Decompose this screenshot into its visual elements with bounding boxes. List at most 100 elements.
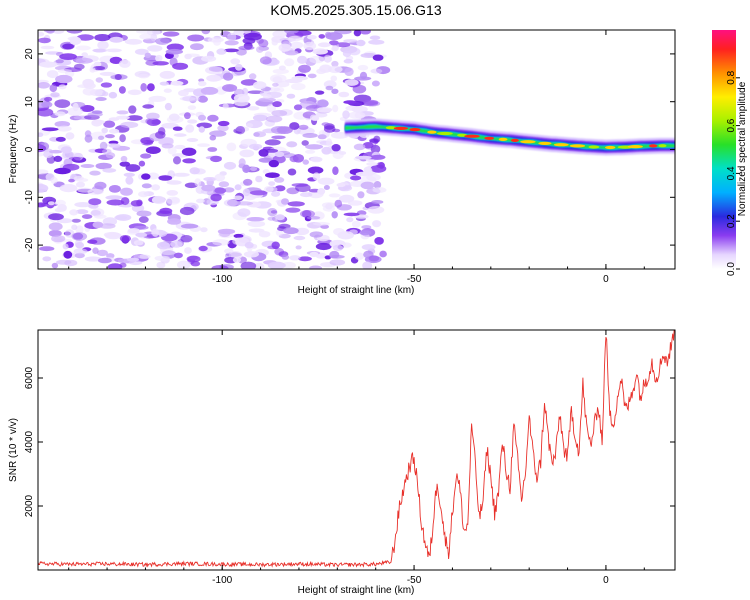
noise-blob bbox=[321, 146, 332, 155]
noise-blob bbox=[38, 31, 45, 37]
noise-blob bbox=[298, 256, 312, 262]
noise-blob bbox=[224, 40, 239, 46]
noise-blob bbox=[87, 188, 104, 195]
noise-blob bbox=[206, 74, 222, 82]
noise-blob bbox=[243, 30, 252, 34]
noise-blob bbox=[57, 69, 72, 74]
noise-blob bbox=[271, 135, 286, 140]
noise-blob bbox=[75, 209, 89, 215]
y-tick-label: 2000 bbox=[24, 494, 35, 517]
noise-blob bbox=[141, 183, 152, 189]
noise-blob bbox=[271, 39, 279, 46]
noise-blob bbox=[38, 108, 54, 117]
noise-blob bbox=[238, 45, 255, 51]
noise-blob bbox=[76, 34, 94, 41]
noise-blob bbox=[248, 228, 265, 233]
x-tick-label: -50 bbox=[407, 575, 422, 586]
noise-blob bbox=[127, 228, 140, 234]
noise-blob bbox=[331, 211, 338, 219]
noise-blob bbox=[332, 244, 344, 251]
noise-blob bbox=[338, 194, 355, 203]
noise-blob bbox=[357, 191, 365, 199]
colorbar: 0.0 0.2 0.4 0.6 0.8 Normalized spectral ampl… bbox=[712, 30, 748, 276]
noise-blob bbox=[197, 95, 208, 103]
noise-blob bbox=[186, 138, 199, 142]
noise-blob bbox=[76, 181, 85, 188]
noise-blob bbox=[73, 248, 88, 255]
noise-blob bbox=[207, 147, 218, 152]
noise-blob bbox=[255, 46, 264, 53]
noise-blob bbox=[307, 166, 324, 174]
noise-blob bbox=[87, 112, 103, 117]
noise-blob bbox=[198, 126, 205, 133]
noise-blob bbox=[162, 31, 180, 37]
noise-blob bbox=[337, 231, 355, 240]
noise-blob bbox=[243, 32, 262, 41]
noise-blob bbox=[101, 127, 108, 134]
noise-blob bbox=[360, 181, 375, 190]
noise-blob bbox=[56, 259, 72, 265]
noise-blob bbox=[318, 34, 326, 39]
noise-blob bbox=[325, 85, 334, 91]
noise-blob bbox=[247, 106, 260, 111]
noise-blob bbox=[227, 32, 237, 42]
noise-blob bbox=[65, 132, 75, 140]
noise-blob bbox=[247, 220, 266, 228]
noise-blob bbox=[139, 33, 154, 40]
noise-blob bbox=[106, 199, 125, 206]
noise-blob bbox=[372, 54, 384, 61]
noise-blob bbox=[242, 188, 250, 197]
noise-blob bbox=[307, 35, 317, 40]
noise-blob bbox=[330, 75, 338, 82]
noise-blob bbox=[326, 138, 333, 147]
noise-blob bbox=[94, 214, 107, 219]
noise-blob bbox=[119, 134, 126, 143]
noise-blob bbox=[126, 115, 143, 121]
noise-blob bbox=[309, 55, 325, 64]
noise-blob bbox=[348, 200, 363, 206]
noise-blob bbox=[109, 36, 124, 43]
noise-blob bbox=[98, 257, 112, 264]
noise-blob bbox=[87, 239, 98, 244]
colorbar-ticks: 0.0 0.2 0.4 0.6 0.8 bbox=[726, 70, 740, 276]
heatmap-signal-track bbox=[345, 118, 675, 156]
noise-blob bbox=[57, 204, 67, 212]
noise-blob bbox=[84, 256, 102, 262]
noise-blob bbox=[54, 99, 71, 108]
noise-blob bbox=[190, 43, 204, 51]
noise-blob bbox=[235, 126, 246, 135]
noise-blob bbox=[217, 120, 230, 127]
noise-blob bbox=[95, 162, 112, 170]
noise-blob bbox=[106, 48, 122, 53]
noise-blob bbox=[154, 255, 170, 261]
noise-blob bbox=[126, 257, 139, 262]
noise-blob bbox=[274, 177, 285, 183]
noise-blob bbox=[338, 91, 350, 98]
noise-blob bbox=[102, 168, 117, 173]
noise-blob bbox=[310, 156, 323, 163]
noise-blob bbox=[223, 187, 235, 193]
noise-blob bbox=[66, 30, 83, 34]
noise-blob bbox=[273, 87, 285, 93]
noise-blob bbox=[272, 30, 287, 38]
noise-blob bbox=[238, 158, 246, 167]
noise-blob bbox=[361, 225, 372, 230]
noise-blob bbox=[289, 122, 300, 130]
noise-blob bbox=[75, 45, 91, 51]
noise-blob bbox=[115, 214, 132, 221]
noise-blob bbox=[245, 123, 254, 128]
noise-blob bbox=[267, 261, 286, 269]
noise-blob bbox=[336, 182, 346, 188]
noise-blob bbox=[179, 206, 195, 216]
noise-blob bbox=[100, 82, 113, 88]
noise-blob bbox=[334, 199, 343, 208]
noise-blob bbox=[102, 91, 109, 97]
noise-blob bbox=[376, 162, 385, 169]
noise-blob bbox=[69, 209, 79, 216]
track-core bbox=[427, 130, 437, 134]
noise-blob bbox=[253, 262, 265, 269]
noise-blob bbox=[39, 246, 55, 252]
noise-blob bbox=[312, 48, 329, 55]
noise-blob bbox=[258, 97, 276, 103]
noise-blob bbox=[150, 119, 162, 125]
